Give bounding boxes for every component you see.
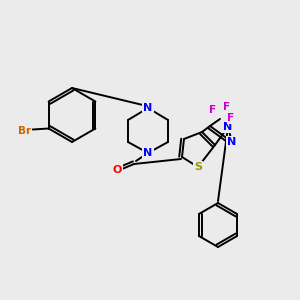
Text: S: S xyxy=(194,162,202,172)
Text: F: F xyxy=(227,113,235,123)
Text: N: N xyxy=(143,148,153,158)
Text: N: N xyxy=(143,103,153,113)
Text: F: F xyxy=(209,105,217,115)
Text: O: O xyxy=(112,165,122,175)
Text: N: N xyxy=(227,137,237,147)
Text: N: N xyxy=(224,122,232,132)
Text: Br: Br xyxy=(18,125,31,136)
Text: F: F xyxy=(224,102,231,112)
